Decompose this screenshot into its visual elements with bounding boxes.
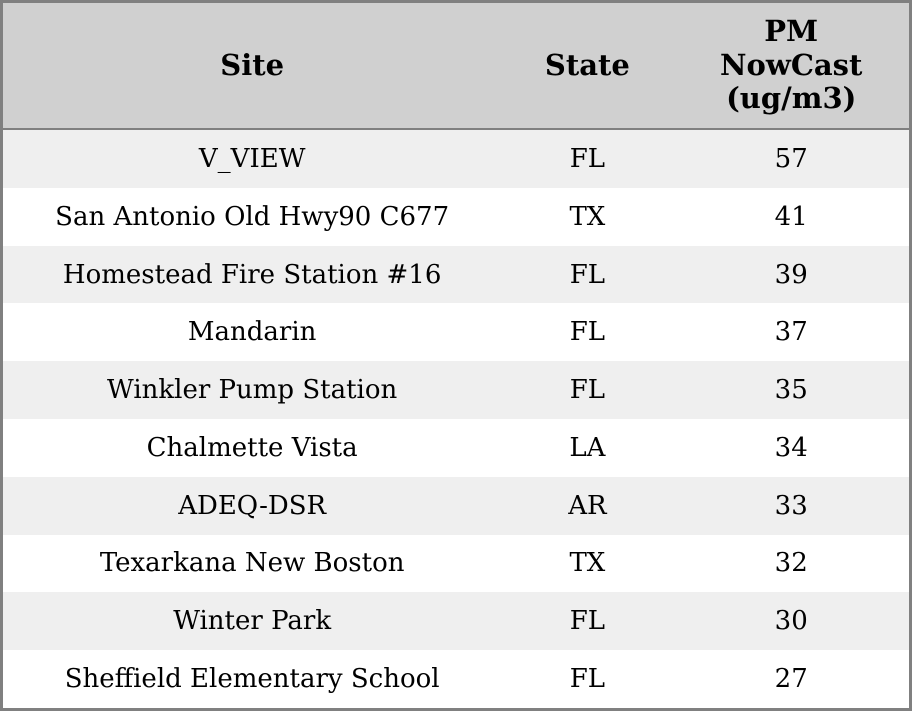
table-row: Chalmette Vista LA 34: [3, 419, 909, 477]
table-row: V_VIEW FL 57: [3, 129, 909, 188]
table-row: Winter Park FL 30: [3, 592, 909, 651]
pm-nowcast-cell: 30: [774, 606, 808, 637]
table-row: ADEQ-DSR AR 33: [3, 476, 909, 535]
pm-nowcast-cell: 33: [774, 490, 808, 521]
table-header: Site State PM NowCast (ug/m3): [3, 3, 909, 130]
state-cell: FL: [569, 259, 606, 290]
site-cell: Winter Park: [173, 606, 332, 637]
table-row: Sheffield Elementary School FL 27: [3, 650, 909, 708]
table-body: V_VIEW FL 57 San Antonio Old Hwy90 C677 TX 41…: [3, 129, 909, 708]
column-header-state: State: [501, 3, 674, 130]
pm-nowcast-cell: 34: [774, 432, 808, 463]
site-cell: ADEQ-DSR: [178, 490, 327, 521]
pm-nowcast-cell: 37: [774, 317, 808, 348]
table-row: Homestead Fire Station #16 FL 39: [3, 245, 909, 304]
site-cell: Mandarin: [187, 317, 317, 348]
site-cell: Winkler Pump Station: [107, 375, 398, 406]
table-row: Mandarin FL 37: [3, 303, 909, 362]
state-cell: FL: [569, 375, 606, 406]
pm-nowcast-cell: 27: [774, 664, 808, 695]
site-cell: Sheffield Elementary School: [64, 664, 440, 695]
table-row: San Antonio Old Hwy90 C677 TX 41: [3, 187, 909, 246]
site-cell: Texarkana New Boston: [99, 548, 405, 579]
state-cell: TX: [569, 548, 606, 579]
column-header-pm-nowcast: PM NowCast (ug/m3): [673, 3, 909, 130]
state-cell: FL: [569, 664, 606, 695]
table-row: Texarkana New Boston TX 32: [3, 534, 909, 593]
site-cell: V_VIEW: [198, 143, 306, 174]
state-cell: FL: [569, 317, 606, 348]
state-cell: AR: [568, 490, 607, 521]
state-cell: LA: [569, 432, 606, 463]
state-cell: FL: [569, 606, 606, 637]
site-cell: Homestead Fire Station #16: [62, 259, 442, 290]
table-row: Winkler Pump Station FL 35: [3, 361, 909, 419]
column-header-site: Site: [3, 3, 502, 130]
state-cell: TX: [569, 201, 606, 232]
site-cell: San Antonio Old Hwy90 C677: [55, 201, 450, 232]
site-cell: Chalmette Vista: [146, 432, 358, 463]
pm-nowcast-cell: 39: [774, 259, 808, 290]
pm-nowcast-cell: 41: [774, 201, 808, 232]
pm-nowcast-cell: 57: [774, 143, 808, 174]
header-row: Site State PM NowCast (ug/m3): [3, 3, 909, 130]
pm-nowcast-cell: 35: [774, 375, 808, 406]
pm-nowcast-table: Site State PM NowCast (ug/m3) V_VIEW FL 57…: [3, 3, 909, 708]
pm-nowcast-cell: 32: [774, 548, 808, 579]
state-cell: FL: [569, 143, 606, 174]
